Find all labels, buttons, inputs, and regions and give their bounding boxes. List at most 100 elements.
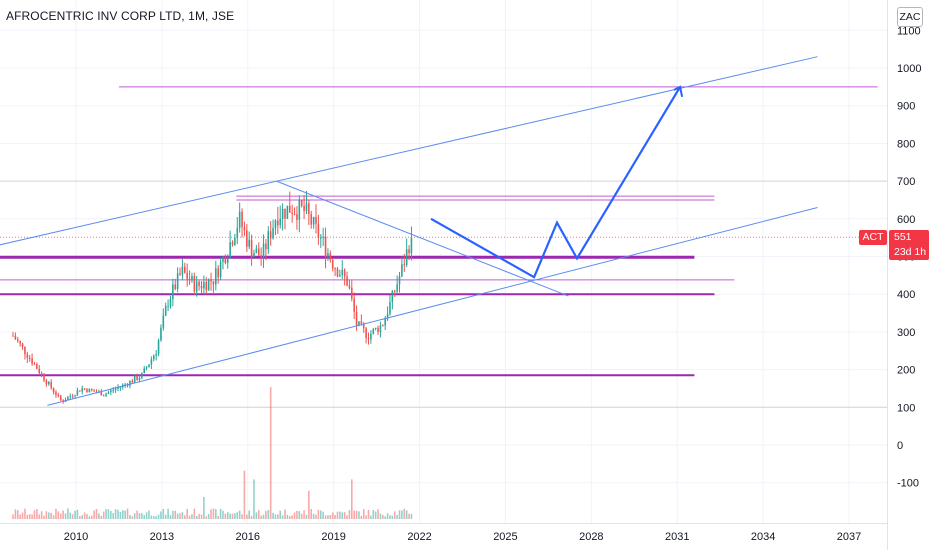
volume-layer (12, 387, 413, 519)
volume-bar (255, 512, 258, 519)
candle-body (59, 395, 62, 401)
candle-body (81, 388, 83, 392)
volume-bar (129, 515, 131, 519)
x-tick-label: 2016 (236, 531, 260, 543)
volume-bar (250, 515, 253, 519)
volume-bar (198, 513, 200, 519)
volume-bar (19, 514, 21, 519)
volume-bar (243, 470, 246, 519)
candle-body (83, 388, 86, 390)
candle-body (389, 302, 391, 315)
volume-bar (231, 513, 234, 519)
candle-body (296, 214, 298, 220)
candle-body (26, 354, 29, 358)
volume-bar (219, 508, 222, 519)
volume-bar (269, 387, 272, 519)
volume-bar (112, 513, 115, 519)
volume-bar (176, 513, 179, 519)
volume-bar (315, 514, 317, 519)
volume-bar (327, 515, 329, 519)
candle-body (293, 214, 296, 216)
candle-body (234, 238, 236, 245)
candle-body (50, 382, 52, 389)
candle-body (172, 284, 174, 299)
candle-body (405, 249, 408, 265)
candle-body (179, 273, 181, 275)
candle-body (300, 199, 303, 206)
candle-body (212, 281, 215, 285)
volume-bar (362, 509, 365, 519)
volume-bar (55, 508, 57, 519)
candle-body (186, 272, 188, 280)
volume-bar (396, 514, 398, 519)
chart-title: AFROCENTRIC INV CORP LTD, 1M, JSE (6, 9, 235, 23)
volume-bar (69, 512, 72, 519)
volume-bar (33, 510, 36, 519)
candle-body (365, 328, 367, 339)
candle-body (100, 391, 103, 396)
volume-bar (308, 490, 310, 519)
volume-bar (377, 509, 379, 519)
candle-body (36, 364, 38, 369)
x-tick-label: 2037 (837, 531, 861, 543)
candle-body (327, 253, 329, 257)
candle-body (102, 395, 105, 397)
volume-bar (260, 515, 262, 519)
candle-body (286, 205, 289, 219)
candle-body (324, 236, 327, 257)
volume-bar (405, 510, 408, 519)
candle-body (257, 248, 260, 256)
candle-body (195, 281, 198, 292)
candle-body (136, 376, 138, 380)
volume-bar (186, 509, 188, 519)
volume-bar (136, 510, 138, 519)
candle-body (203, 281, 205, 289)
candle-body (277, 220, 279, 226)
candle-body (24, 346, 26, 355)
candle-body (393, 290, 396, 292)
candle-body (403, 264, 406, 266)
volume-bar (341, 512, 344, 519)
candle-body (148, 364, 150, 368)
volume-bar (386, 513, 389, 519)
volume-bar (74, 510, 76, 519)
volume-bar (336, 511, 339, 519)
candle-body (284, 208, 286, 219)
candle-body (241, 211, 243, 228)
volume-bar (121, 510, 124, 519)
candle-body (45, 380, 48, 385)
candle-body (246, 230, 248, 247)
volume-bar (215, 509, 217, 519)
candle-body (401, 264, 403, 277)
volume-bar (62, 510, 64, 519)
y-tick-label: 700 (897, 176, 915, 188)
volume-bar (131, 516, 134, 519)
currency-badge[interactable]: ZAC (897, 7, 923, 27)
volume-bar (31, 514, 33, 519)
candle-body (164, 305, 167, 316)
candle-body (279, 218, 282, 226)
candle-body (21, 343, 24, 347)
volume-bar (277, 514, 279, 519)
volume-bar (296, 510, 298, 519)
volume-bar (43, 515, 45, 519)
volume-bar (298, 511, 301, 519)
volume-bar (200, 514, 203, 519)
candle-body (38, 368, 41, 374)
candle-body (67, 397, 69, 401)
volume-bar (234, 513, 236, 519)
candle-body (117, 387, 119, 389)
candle-body (281, 208, 284, 219)
axes-layer: 110010009008007006005004003002001000-100… (0, 0, 921, 550)
candle-body (52, 388, 55, 393)
candle-body (231, 242, 234, 245)
volume-bar (71, 514, 74, 519)
candle-body (272, 227, 274, 239)
candle-body (341, 269, 344, 276)
volume-bar (169, 515, 172, 519)
forecast-layer (430, 85, 684, 279)
volume-bar (339, 511, 341, 519)
x-tick-label: 2019 (321, 531, 345, 543)
